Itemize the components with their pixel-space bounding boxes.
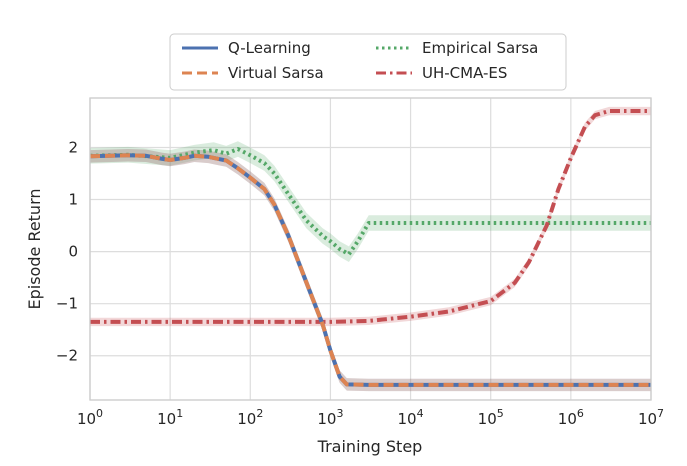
y-tick-label-2: 0	[68, 243, 78, 261]
plot-frame	[89, 97, 652, 401]
legend-label-empirical-sarsa: Empirical Sarsa	[422, 39, 538, 57]
x-axis-label: Training Step	[317, 437, 423, 456]
x-tick-label-3: 103	[317, 407, 343, 428]
series-lines	[89, 109, 651, 387]
y-tick-label-4: −2	[56, 347, 78, 365]
y-axis-label: Episode Return	[25, 188, 44, 309]
x-tick-label-5: 105	[478, 407, 504, 428]
legend: Q-Learning Virtual Sarsa Empirical Sarsa UH…	[169, 33, 567, 91]
line-virtual-sarsa	[89, 153, 651, 387]
y-tick-labels: 2 1 0 −1 −2	[56, 138, 78, 364]
y-tick-label-0: 2	[68, 138, 78, 156]
x-tick-label-1: 101	[157, 407, 183, 428]
x-tick-label-2: 102	[237, 407, 263, 428]
x-tick-label-0: 100	[77, 407, 103, 428]
y-tick-label-3: −1	[56, 295, 78, 313]
legend-items: Q-Learning Virtual Sarsa Empirical Sarsa UH…	[182, 39, 538, 82]
x-tick-labels: 100 101 102 103 104 105 106 107	[77, 407, 664, 428]
x-tick-label-4: 104	[398, 407, 424, 428]
band-empirical-sarsa	[90, 141, 651, 262]
x-tick-label-6: 106	[558, 407, 584, 428]
grid	[89, 98, 652, 400]
legend-label-uh-cma-es: UH-CMA-ES	[422, 64, 507, 82]
x-tick-label-7: 107	[638, 407, 664, 428]
y-tick-label-1: 1	[68, 191, 78, 209]
plot-background	[89, 97, 652, 401]
line-uh-cma-es	[90, 109, 651, 324]
legend-label-virtual-sarsa: Virtual Sarsa	[228, 64, 324, 82]
legend-box	[169, 33, 567, 91]
confidence-bands	[90, 106, 651, 392]
legend-label-q-learning: Q-Learning	[228, 39, 311, 57]
